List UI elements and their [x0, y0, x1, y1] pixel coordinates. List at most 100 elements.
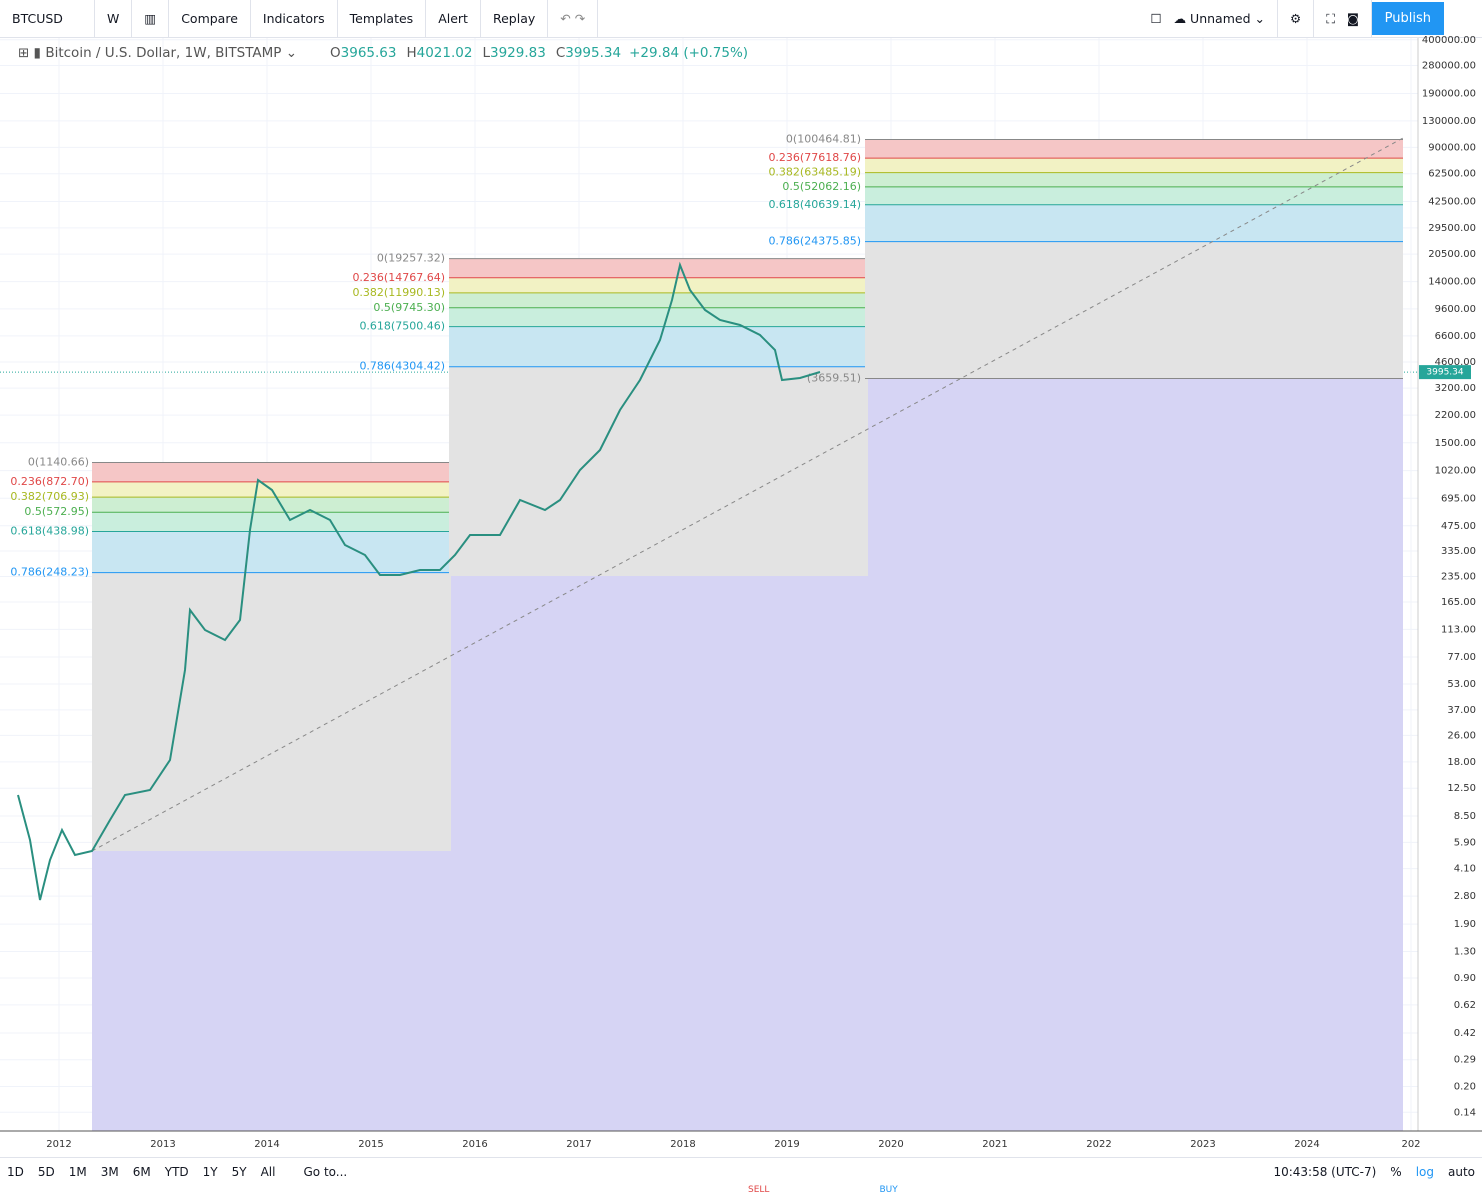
ohlc-value: 3995.34 [565, 45, 621, 61]
chart: 0(1140.66) 0.236(872.70) 0.382(706.93) 0.5(… [0, 35, 1482, 1150]
scale-option[interactable]: log [1415, 1165, 1434, 1179]
fib-zone [865, 172, 1403, 187]
fib-zone [449, 366, 868, 576]
price-tick-label: 280000.00 [1422, 61, 1476, 72]
range-button[interactable]: 1Y [202, 1165, 218, 1179]
ohlc-key: L [482, 45, 490, 61]
price-tick-label: 113.00 [1441, 624, 1476, 635]
toolbar-item[interactable]: Indicators [251, 0, 338, 37]
layout-name[interactable]: ☐ ☁ Unnamed ⌄ [1138, 0, 1278, 37]
price-tick-label: 9600.00 [1435, 304, 1476, 315]
time-tick-label: 2020 [878, 1139, 903, 1150]
time-tick-label: 2024 [1294, 1139, 1319, 1150]
fib-zone [865, 241, 1403, 379]
fib-zone [449, 307, 868, 327]
fib-zone [92, 572, 451, 851]
time-tick-label: 202 [1401, 1139, 1420, 1150]
fib-zone [865, 186, 1403, 205]
sell[interactable]: SELL [748, 1185, 770, 1195]
price-tick-label: 400000.00 [1422, 35, 1476, 46]
time-tick-label: 2014 [254, 1139, 279, 1150]
scale-option[interactable]: % [1390, 1165, 1402, 1179]
range-button[interactable]: 3M [100, 1165, 119, 1179]
fib-label: 0.618(7500.46) [359, 320, 445, 333]
price-tick-label: 62500.00 [1428, 169, 1476, 180]
goto[interactable]: Go to... [303, 1165, 348, 1179]
toolbar-item[interactable]: Replay [481, 0, 549, 37]
toolbar-item[interactable]: Alert [426, 0, 481, 37]
fib-zone [865, 158, 1403, 173]
toolbar-items: Compare Indicators Templates Alert Replay [169, 0, 549, 37]
ohlc-value: 3929.83 [490, 45, 546, 61]
undo[interactable]: ↶ ↷ [548, 0, 599, 37]
toolbar-item[interactable]: Compare [169, 0, 251, 37]
ohlc-key: H [406, 45, 416, 61]
price-tick-label: 1500.00 [1435, 438, 1476, 449]
time-tick-label: 2019 [774, 1139, 799, 1150]
scale-option[interactable]: auto [1447, 1165, 1475, 1179]
price-tick-label: 29500.00 [1428, 223, 1476, 234]
settings[interactable]: ⚙ [1278, 0, 1315, 37]
price-tick-label: 20500.00 [1428, 249, 1476, 260]
price-tick-label: 475.00 [1441, 521, 1476, 532]
time-scale: 2012 2013 2014 2015 2016 2017 2018 2019 2020 2021… [0, 1130, 1482, 1150]
price-tick-label: 12.50 [1447, 783, 1476, 794]
price-tick-label: 2.80 [1454, 891, 1476, 902]
time-tick-label: 2013 [150, 1139, 175, 1150]
price-tick-label: 3200.00 [1435, 383, 1476, 394]
range-button[interactable]: 1M [68, 1165, 87, 1179]
fib-label: 0.382(11990.13) [352, 286, 445, 299]
bottom-bar: 1D 5D 1M 3M 6M YTD 1Y 5Y All Go to... 10:43:58 (UT… [0, 1157, 1482, 1186]
fibs: 0(1140.66) 0.236(872.70) 0.382(706.93) 0.5(… [10, 132, 1403, 851]
fib-label: 0.236(872.70) [10, 475, 89, 488]
price-scale: 400000.00 280000.00 190000.00 130000.00 9000… [1417, 35, 1482, 1131]
fib-label: 0.5(9745.30) [373, 301, 445, 314]
range-button[interactable]: 6M [132, 1165, 151, 1179]
price-tick-label: 0.42 [1454, 1028, 1476, 1039]
buy[interactable]: BUY [879, 1185, 898, 1195]
change: +29.84 (+0.75%) [629, 45, 748, 61]
price-tick-label: 335.00 [1441, 546, 1476, 557]
toolbar: BTCUSD W ▥ Compare Indicators Templates Ale… [0, 0, 1482, 38]
legend-title-text: Bitcoin / U.S. Dollar, 1W, BITSTAMP [45, 45, 281, 61]
price-tick-label: 1.90 [1454, 919, 1476, 930]
range-button[interactable]: 1D [7, 1165, 24, 1179]
toolbar-item[interactable]: Templates [338, 0, 427, 37]
fib-label: (3659.51) [807, 371, 861, 384]
price-tick-label: 90000.00 [1428, 142, 1476, 153]
price-path [17, 261, 821, 901]
legend-ohlc: O3965.63 H4021.02 L3929.83 C3995.34 +29.84 (… [330, 45, 748, 61]
fib-label: 0(100464.81) [786, 132, 861, 145]
trade-panel: SELL BUY [728, 1185, 1028, 1195]
fib-label: 0.786(4304.42) [359, 360, 445, 373]
fib-zone [865, 139, 1403, 159]
time-tick-label: 2015 [358, 1139, 383, 1150]
fib-label: 0.5(572.95) [24, 505, 89, 518]
fib-zone [865, 204, 1403, 242]
time-tick-label: 2023 [1190, 1139, 1215, 1150]
time-tick-label: 2016 [462, 1139, 487, 1150]
fib-label: 0.382(63485.19) [768, 166, 861, 179]
range-button[interactable]: 5D [37, 1165, 55, 1179]
price-tick-label: 5.90 [1454, 837, 1476, 848]
price-tick-label: 0.62 [1454, 1000, 1476, 1011]
price-tick-label: 165.00 [1441, 597, 1476, 608]
ohlc-value: 3965.63 [341, 45, 397, 61]
ohlc-key: O [330, 45, 341, 61]
price-tick-label: 53.00 [1447, 679, 1476, 690]
fullscreen[interactable]: ⛶ ◙ [1314, 0, 1372, 37]
price-tick-label: 18.00 [1447, 757, 1476, 768]
publish-button[interactable]: Publish [1371, 2, 1444, 35]
interval[interactable]: W [95, 0, 133, 37]
fib-zone [449, 277, 868, 293]
fib-label: 0(19257.32) [377, 252, 445, 265]
price-tick-label: 1.30 [1454, 946, 1476, 957]
range-button[interactable]: YTD [164, 1165, 189, 1179]
fib-label: 0.618(40639.14) [768, 198, 861, 211]
range-button[interactable]: All [260, 1165, 276, 1179]
symbol[interactable]: BTCUSD [0, 0, 95, 37]
fib-label: 0.236(77618.76) [768, 151, 861, 164]
ohlc-value: 4021.02 [417, 45, 473, 61]
range-button[interactable]: 5Y [231, 1165, 247, 1179]
chart-style[interactable]: ▥ [132, 0, 170, 37]
